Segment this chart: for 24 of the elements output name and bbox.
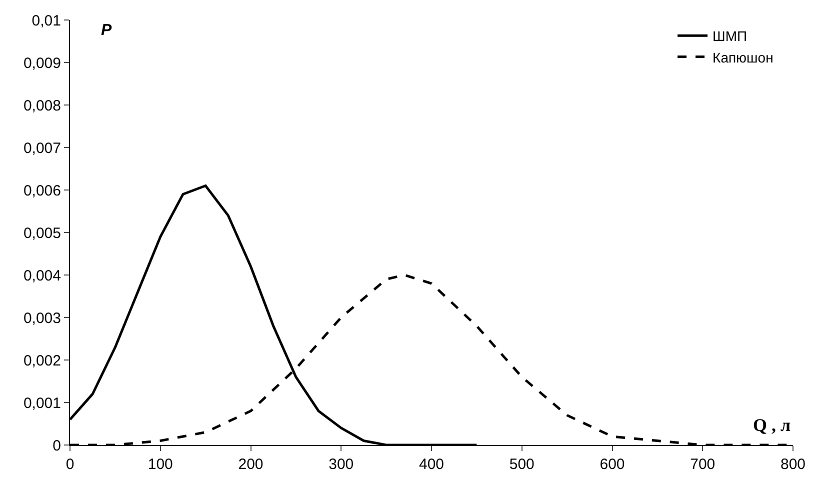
x-tick-label: 500 (509, 456, 534, 473)
y-tick-label: 0,009 (23, 54, 61, 72)
y-tick-label: 0,005 (23, 224, 61, 242)
y-axis-title: P (101, 22, 112, 39)
legend-label: ШМП (712, 28, 748, 44)
y-tick-label: 0,006 (23, 182, 61, 200)
y-tick-label: 0,007 (23, 140, 61, 157)
y-tick-label: 0,004 (23, 267, 61, 284)
x-tick-label: 400 (418, 456, 444, 473)
x-tick-label: 800 (780, 456, 806, 473)
y-tick-label: 0,01 (32, 12, 61, 30)
x-axis-title: Q , л (753, 415, 791, 435)
x-tick-label: 600 (600, 456, 625, 473)
y-tick-label: 0,008 (23, 97, 61, 114)
x-tick-label: 200 (238, 456, 264, 473)
y-tick-label: 0 (52, 437, 61, 454)
x-tick-label: 700 (690, 456, 716, 473)
legend-label: Капюшон (712, 49, 774, 66)
x-tick-label: 0 (66, 456, 74, 473)
x-tick-label: 100 (148, 456, 173, 473)
y-tick-label: 0,002 (23, 352, 61, 370)
y-tick-label: 0,001 (23, 394, 61, 412)
y-tick-label: 0,003 (23, 310, 61, 327)
x-tick-label: 300 (328, 456, 354, 473)
